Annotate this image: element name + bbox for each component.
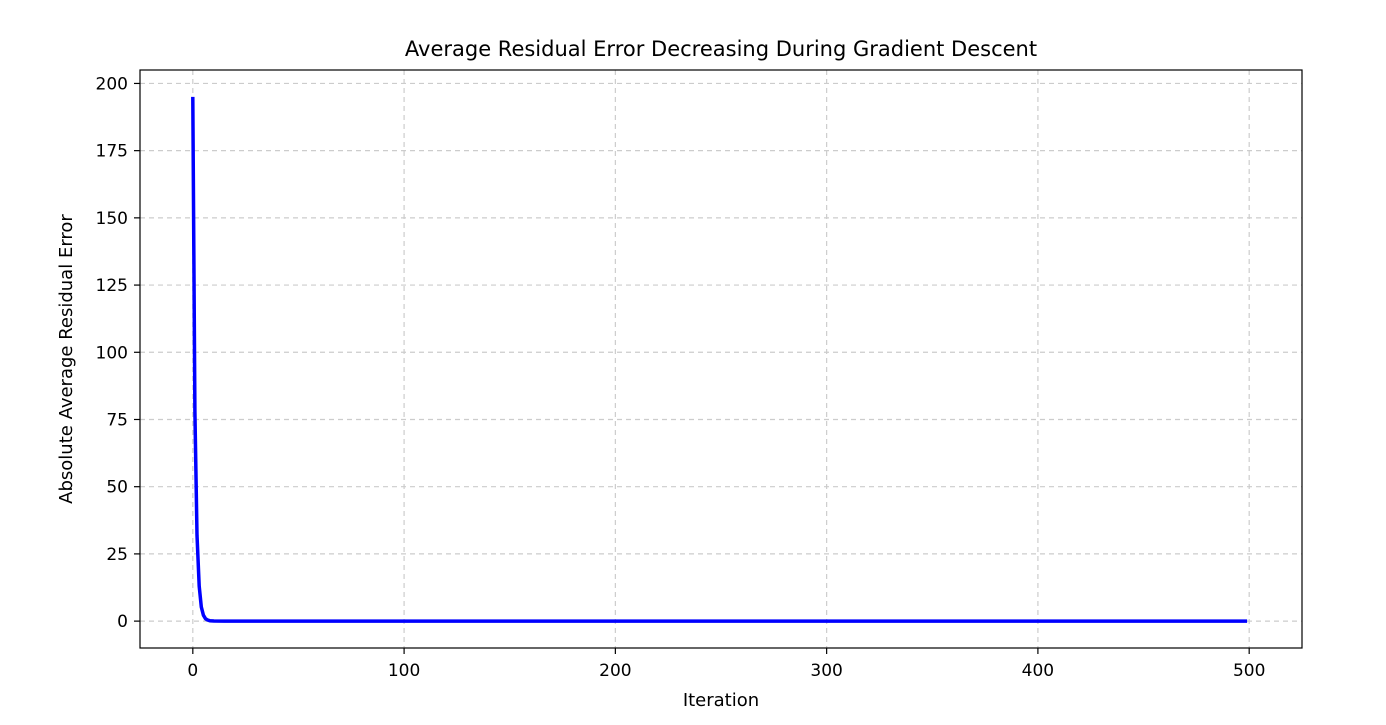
y-tick-label: 100 [96,343,128,363]
grid [140,70,1302,648]
y-axis-label: Absolute Average Residual Error [56,214,77,504]
y-tick-label: 25 [106,545,128,565]
x-tick-label: 0 [187,661,198,681]
x-axis-label: Iteration [683,690,759,711]
plot-frame [139,69,1303,649]
series-line [191,96,1248,623]
x-tick-label: 500 [1233,661,1265,681]
y-tick-label: 150 [96,209,128,229]
y-tick-label: 50 [106,478,128,498]
x-axis: 0 100 200 300 400 500 [187,648,1265,681]
y-tick-label: 0 [117,612,128,632]
y-tick-label: 75 [106,410,128,430]
y-tick-label: 175 [96,142,128,162]
x-tick-label: 400 [1022,661,1054,681]
x-tick-label: 100 [388,661,420,681]
x-tick-label: 300 [810,661,842,681]
y-axis: 0 25 50 75 100 125 150 175 200 [96,74,140,632]
series-layer [191,96,1248,623]
x-tick-label: 200 [599,661,631,681]
y-tick-label: 200 [96,74,128,94]
y-tick-label: 125 [96,276,128,296]
chart-title: Average Residual Error Decreasing During… [405,37,1037,61]
